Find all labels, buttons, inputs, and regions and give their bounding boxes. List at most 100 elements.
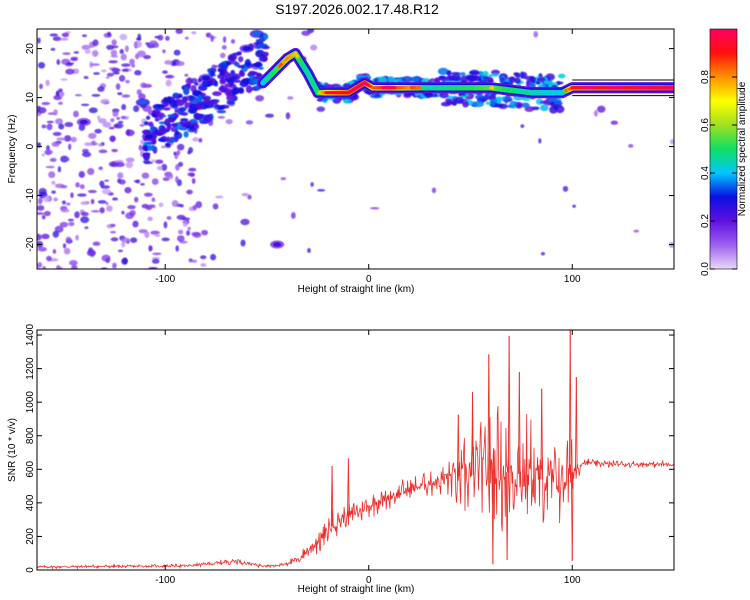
spectrogram-cell bbox=[111, 39, 117, 46]
spectrogram-cell bbox=[555, 105, 565, 114]
spectrogram-cell bbox=[520, 124, 525, 128]
spectrogram-cell bbox=[83, 76, 89, 79]
spectrogram-cell bbox=[154, 117, 160, 122]
spectrogram-cell bbox=[669, 139, 674, 145]
spectrogram-cell bbox=[44, 149, 53, 155]
spectrogram-cell bbox=[140, 82, 147, 89]
spectrogram-cell bbox=[52, 131, 62, 137]
spectrogram-cell bbox=[99, 180, 105, 187]
spectrogram-cell bbox=[514, 77, 521, 84]
spectrogram-cell bbox=[460, 72, 466, 77]
spectrogram-cell bbox=[98, 166, 103, 171]
spectrogram-cell bbox=[41, 233, 50, 240]
spectrogram-cell bbox=[37, 205, 45, 211]
spectrogram-cell bbox=[50, 47, 56, 51]
spectrogram-cell bbox=[97, 86, 105, 92]
spectrogram-xtick-label: 0 bbox=[366, 274, 372, 285]
spectrogram-cell bbox=[219, 69, 225, 75]
spectrogram-cell bbox=[37, 107, 47, 114]
spectrogram-cell bbox=[180, 111, 189, 116]
spectrogram-cell bbox=[241, 192, 249, 197]
spectrogram-cell bbox=[468, 74, 478, 82]
spectrogram-cell bbox=[39, 83, 43, 90]
spectrogram-cell bbox=[175, 29, 183, 34]
spectrogram-cell bbox=[273, 242, 282, 247]
spectrogram-xtick-label: -100 bbox=[155, 274, 175, 285]
spectrogram-cell bbox=[55, 90, 60, 97]
spectrogram-cell bbox=[137, 50, 146, 58]
spectrogram-cell bbox=[74, 211, 80, 219]
spectrogram-cell bbox=[220, 84, 225, 93]
spectrogram-cell bbox=[439, 91, 449, 99]
spectrogram-cell bbox=[214, 104, 220, 108]
spectrogram-cell bbox=[237, 65, 245, 69]
spectrogram-cell bbox=[164, 60, 173, 65]
spectrogram-cell bbox=[185, 123, 190, 128]
spectrogram-cell bbox=[200, 255, 207, 260]
spectrogram-cell bbox=[37, 62, 46, 69]
spectrogram-cell bbox=[509, 100, 518, 109]
spectrogram-cell bbox=[80, 211, 89, 217]
spectrogram-cell bbox=[100, 98, 110, 105]
spectrogram-cell bbox=[101, 254, 111, 262]
spectrogram-cell bbox=[97, 200, 107, 204]
colorbar-ticks: 0.0 0.2 0.4 0.6 0.8 bbox=[700, 70, 737, 276]
spectrogram-cell bbox=[59, 92, 64, 98]
spectrogram-cell bbox=[215, 195, 224, 199]
spectrogram-cell bbox=[121, 63, 131, 67]
spectrogram-cell bbox=[450, 101, 458, 106]
snr-spike bbox=[492, 469, 495, 565]
spectrogram-cell bbox=[60, 78, 68, 81]
spectrogram-cell bbox=[65, 68, 75, 75]
spectrogram-cell bbox=[140, 182, 145, 186]
spectrogram-cell bbox=[610, 120, 618, 125]
spectrogram-cell bbox=[138, 93, 146, 100]
spectrogram-cell bbox=[183, 86, 189, 93]
spectrogram-cell bbox=[485, 101, 492, 106]
colorbar-tick-label: 0.0 bbox=[700, 262, 711, 276]
spectrogram-cell bbox=[521, 102, 530, 108]
spectrogram-cell bbox=[572, 204, 576, 208]
spectrogram-cell bbox=[125, 157, 135, 163]
spectrogram-cell bbox=[89, 249, 96, 256]
spectrogram-cell bbox=[144, 231, 150, 239]
spectrogram-cell bbox=[230, 39, 236, 44]
spectrogram-cell bbox=[538, 138, 542, 144]
spectrogram-cell bbox=[225, 119, 233, 125]
spectrogram-cell bbox=[121, 241, 126, 248]
spectrogram-cell bbox=[112, 110, 119, 117]
spectrogram-cell bbox=[56, 59, 61, 66]
spectrogram-cell bbox=[500, 77, 505, 82]
spectrogram-cell bbox=[37, 37, 41, 44]
spectrogram-cell bbox=[197, 94, 202, 103]
spectrogram-cell bbox=[106, 44, 115, 50]
spectrogram-cell bbox=[462, 101, 469, 108]
spectrogram-cell bbox=[536, 77, 546, 82]
spectrogram-cell bbox=[126, 129, 131, 136]
spectrogram-cell bbox=[176, 149, 181, 156]
spectrogram-cell bbox=[53, 109, 58, 116]
spectrogram-cell bbox=[90, 198, 95, 205]
snr-ytick-label: 200 bbox=[25, 528, 36, 545]
spectrogram-cell bbox=[212, 203, 219, 210]
spectrogram-cell bbox=[68, 221, 75, 227]
spectrogram-cell bbox=[187, 150, 191, 155]
spectrogram-cell bbox=[252, 85, 261, 91]
spectrogram-cell bbox=[261, 51, 269, 55]
spectrogram-cell bbox=[219, 52, 226, 59]
spectrogram-cell bbox=[59, 221, 69, 228]
spectrogram-cell bbox=[173, 92, 179, 97]
spectrogram-cell bbox=[98, 118, 107, 124]
spectrogram-cell bbox=[149, 40, 158, 47]
spectrogram-cell bbox=[61, 200, 66, 205]
spectrogram-cell bbox=[264, 113, 275, 118]
spectrogram-cell bbox=[401, 75, 413, 83]
spectrogram-cell bbox=[58, 88, 63, 93]
spectrogram-cell bbox=[133, 40, 143, 48]
spectrogram-cell bbox=[201, 99, 212, 105]
spectrogram-cell bbox=[234, 62, 240, 67]
spectrogram-cell bbox=[49, 33, 59, 37]
spectrogram-cell bbox=[104, 179, 109, 182]
